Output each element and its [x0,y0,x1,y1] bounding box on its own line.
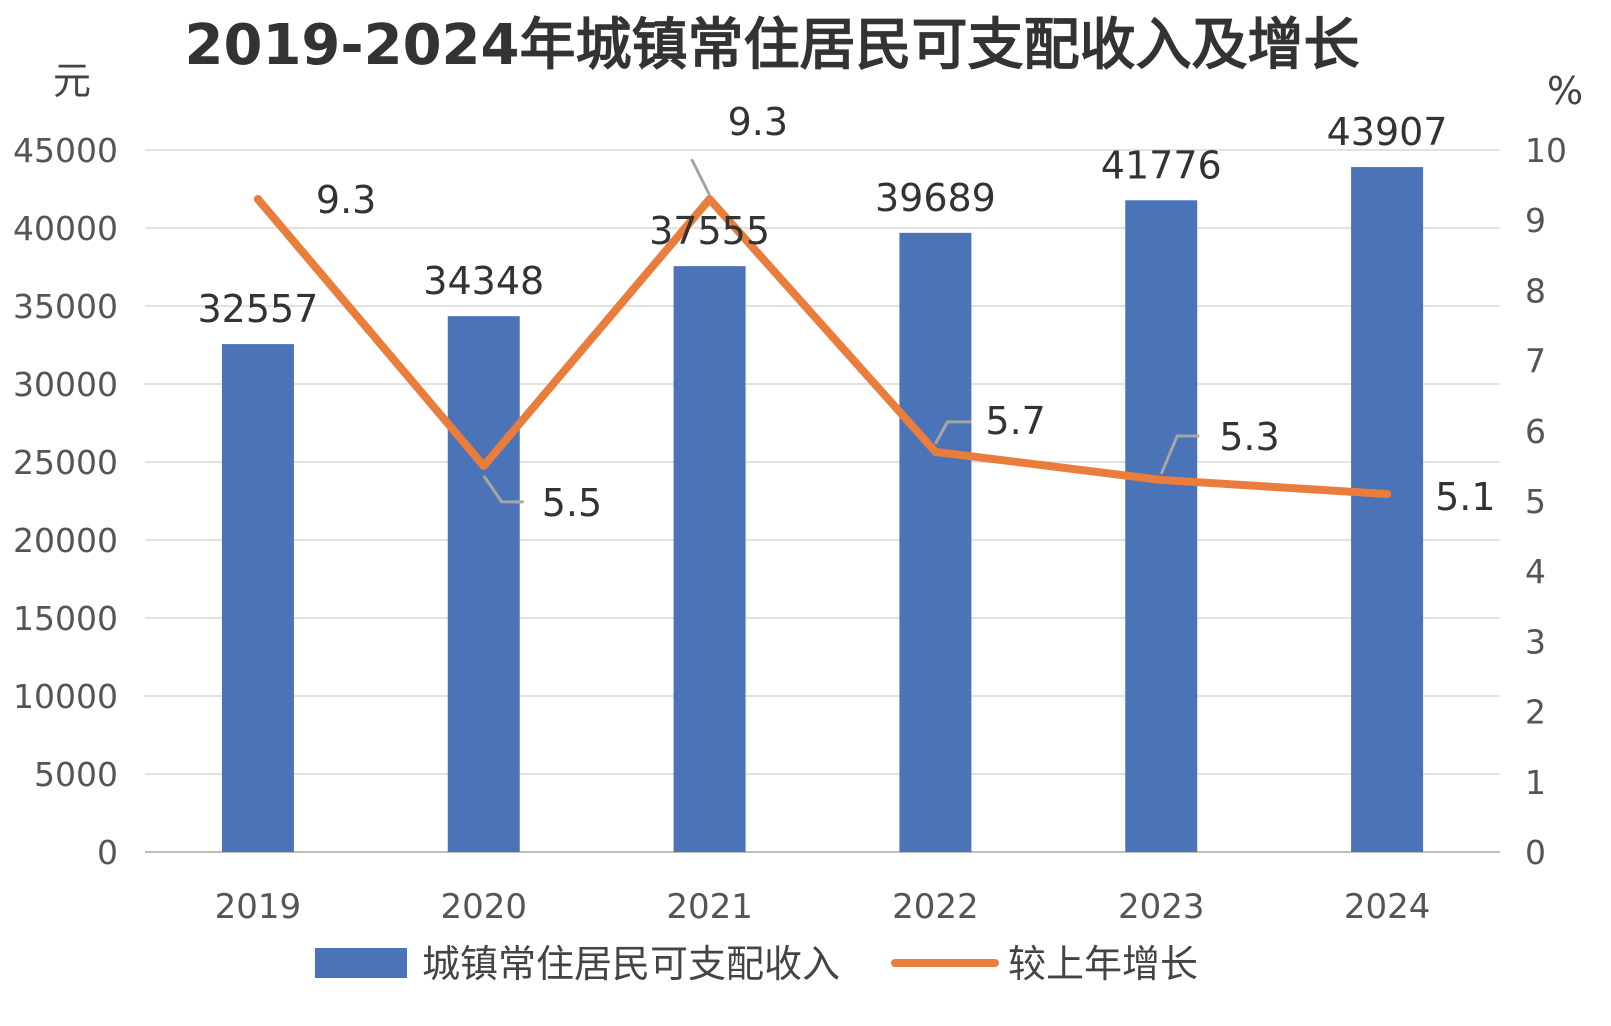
bar-2021 [673,266,746,853]
line-value-label: 5.7 [985,399,1045,443]
left-axis-unit: 元 [53,59,91,103]
category-label: 2024 [1344,887,1431,927]
line-value-label: 5.1 [1435,475,1495,519]
legend-bar-swatch [315,948,407,978]
line-value-label: 5.3 [1219,415,1279,459]
category-axis-labels: 2019 2020 2021 2022 2023 2024 [215,887,1431,927]
bar-2023 [1125,200,1198,852]
line-data-labels: 9.3 5.5 9.3 5.7 5.3 5.1 [316,100,1496,525]
category-label: 2019 [215,887,302,927]
growth-point-2019 [253,195,262,204]
line-value-label: 5.5 [542,481,602,525]
left-tick-label: 30000 [13,365,118,404]
right-tick-label: 2 [1525,693,1546,732]
bar-2022 [899,232,972,853]
right-tick-label: 7 [1525,342,1546,381]
left-tick-label: 20000 [13,521,118,560]
growth-point-2021 [705,195,714,204]
growth-point-2023 [1157,475,1166,484]
leader-line [690,158,711,196]
left-tick-label: 25000 [13,443,118,482]
left-tick-label: 5000 [34,755,118,794]
right-axis-unit: % [1547,69,1583,113]
left-tick-label: 40000 [13,209,118,248]
bar-2020 [447,316,520,852]
right-tick-label: 4 [1525,552,1546,591]
left-tick-label: 45000 [13,131,118,170]
bar-value-label: 32557 [197,287,318,331]
left-tick-label: 15000 [13,599,118,638]
bar-2024 [1351,167,1424,853]
left-tick-label: 35000 [13,287,118,326]
line-series [253,195,1392,498]
right-tick-label: 8 [1525,271,1546,310]
leader-line [1159,434,1200,475]
left-axis-ticks: 0 5000 10000 15000 20000 25000 30000 35000 40000… [13,131,118,872]
right-tick-label: 9 [1525,201,1546,240]
right-tick-label: 1 [1525,763,1546,802]
right-tick-label: 0 [1525,833,1546,872]
gridlines [145,149,1500,853]
category-label: 2021 [666,887,753,927]
legend-bar-label: 城镇常住居民可支配收入 [422,942,840,986]
bar-2019 [221,344,294,852]
category-label: 2020 [440,887,527,927]
bar-series [221,167,1424,853]
bar-value-label: 39689 [875,176,996,220]
bar-value-label: 43907 [1327,110,1448,154]
bar-data-labels: 32557 34348 37555 39689 41776 43907 [197,110,1447,331]
right-tick-label: 6 [1525,412,1546,451]
growth-point-2020 [479,461,488,470]
bar-value-label: 37555 [649,209,770,253]
category-label: 2023 [1118,887,1205,927]
chart-title: 2019-2024年城镇常住居民可支配收入及增长 [185,13,1360,78]
line-value-label: 9.3 [316,178,376,222]
legend-line-label: 较上年增长 [1008,942,1198,986]
right-tick-label: 10 [1525,131,1567,170]
growth-point-2024 [1383,489,1392,498]
leader-line [482,475,524,504]
line-value-label: 9.3 [728,100,788,144]
bar-value-label: 34348 [423,259,544,303]
right-tick-label: 3 [1525,622,1546,661]
bar-value-label: 41776 [1101,143,1222,187]
left-tick-label: 10000 [13,677,118,716]
legend: 城镇常住居民可支配收入 较上年增长 [315,942,1198,986]
growth-line [253,195,1392,498]
right-axis-ticks: 0 1 2 3 4 5 6 7 8 9 10 [1525,131,1567,872]
right-tick-label: 5 [1525,482,1546,521]
left-tick-label: 0 [97,833,118,872]
leader-line [934,420,972,445]
growth-point-2022 [931,447,940,456]
category-label: 2022 [892,887,979,927]
